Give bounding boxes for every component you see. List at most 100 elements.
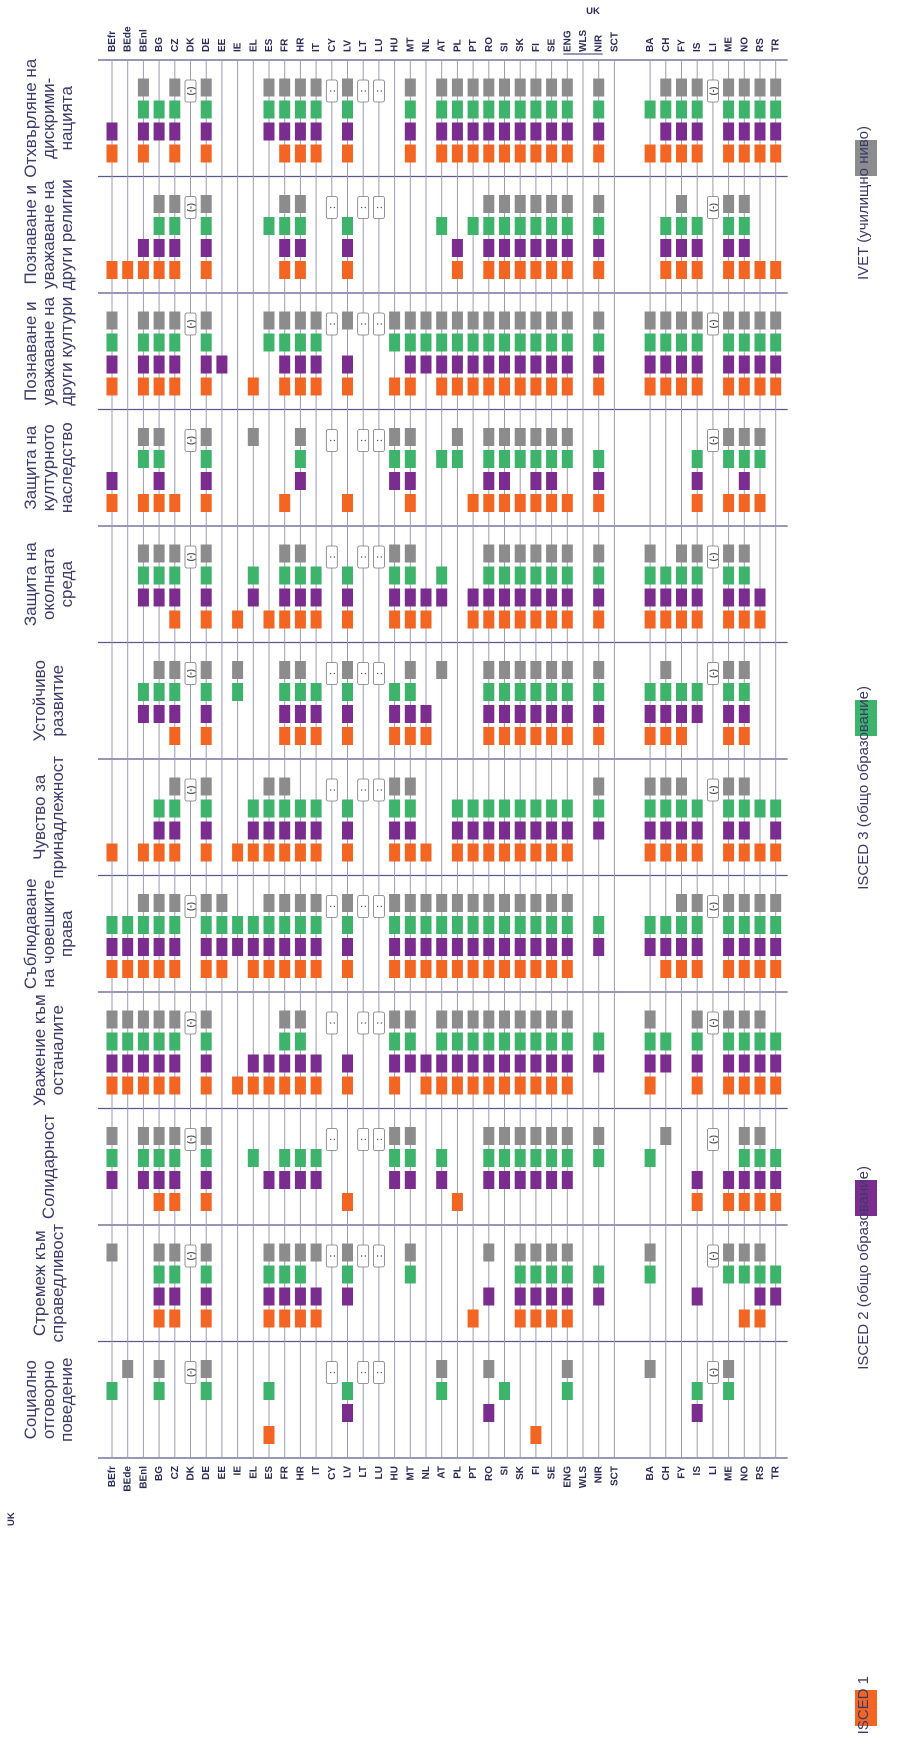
cell-mark-i2 bbox=[691, 355, 703, 374]
cell-mark-i2 bbox=[389, 1054, 401, 1073]
cell-mark-i1 bbox=[436, 144, 448, 163]
category-label-group: Солидарност bbox=[39, 1114, 58, 1219]
cell-mark-i2 bbox=[279, 705, 291, 723]
cell-mark-i3 bbox=[404, 799, 416, 818]
cell-mark-iv bbox=[738, 1243, 750, 1262]
cell-mark-i1 bbox=[263, 1426, 275, 1444]
cell-mark-i3 bbox=[644, 799, 656, 818]
cell-mark-i3 bbox=[561, 1032, 573, 1051]
special-mark-text-group: (-) bbox=[708, 669, 718, 678]
cell-mark-iv bbox=[310, 1243, 322, 1262]
cell-mark-i2 bbox=[342, 122, 353, 141]
cell-mark-iv bbox=[644, 1010, 656, 1029]
cell-mark-i3 bbox=[106, 1382, 118, 1400]
cell-mark-i3 bbox=[691, 450, 703, 468]
cell-mark-i3 bbox=[660, 916, 672, 934]
cell-mark-iv bbox=[153, 1243, 165, 1262]
cell-mark-i3 bbox=[404, 100, 416, 119]
country-label-top-group: IE bbox=[233, 42, 244, 52]
country-label-top-group: EE bbox=[217, 38, 228, 52]
cell-mark-i2 bbox=[561, 938, 573, 956]
cell-mark-i2 bbox=[561, 239, 573, 257]
cell-mark-i2 bbox=[644, 588, 656, 607]
cell-mark-i3 bbox=[169, 683, 181, 701]
cell-mark-i1 bbox=[738, 960, 750, 978]
special-mark-text: (-) bbox=[186, 436, 196, 445]
cell-mark-i3 bbox=[404, 1032, 416, 1051]
country-label-top: ES bbox=[264, 38, 275, 52]
cell-mark-i2 bbox=[404, 938, 416, 956]
cell-mark-iv bbox=[389, 1127, 401, 1145]
country-label-top-group: RS bbox=[755, 38, 766, 52]
special-mark bbox=[707, 312, 719, 336]
cell-mark-i3 bbox=[738, 566, 750, 585]
cell-mark-i2 bbox=[169, 122, 181, 141]
cell-mark-i1 bbox=[436, 377, 448, 396]
country-label-bottom-group: BEfr bbox=[107, 1466, 118, 1487]
special-mark-text: : bbox=[374, 1371, 384, 1374]
cell-mark-i2 bbox=[770, 821, 782, 840]
cell-mark-i3 bbox=[530, 916, 542, 934]
cell-mark-i2 bbox=[310, 938, 322, 956]
cell-mark-i1 bbox=[342, 494, 353, 512]
country-label-bottom: BEfr bbox=[107, 1466, 118, 1487]
special-mark-text-group: : bbox=[358, 90, 368, 93]
cell-mark-i3 bbox=[467, 799, 479, 818]
cell-mark-i2 bbox=[342, 355, 353, 374]
cell-mark-i3 bbox=[644, 916, 656, 934]
country-label-bottom: SCT bbox=[609, 1466, 620, 1486]
cell-mark-i2 bbox=[153, 705, 165, 723]
cell-mark-iv bbox=[451, 894, 463, 912]
cell-mark-i1 bbox=[723, 1076, 735, 1095]
special-mark-text: (-) bbox=[186, 1252, 196, 1261]
special-mark bbox=[707, 662, 719, 685]
cell-mark-i2 bbox=[436, 1054, 448, 1073]
cell-mark-iv bbox=[200, 428, 212, 446]
cell-mark-iv bbox=[279, 78, 291, 97]
category-label-group: Отхвърляне на дискрими-нацията bbox=[21, 58, 76, 178]
special-mark-text: (-) bbox=[708, 436, 718, 445]
cell-mark-i1 bbox=[389, 1076, 401, 1095]
cell-mark-i2 bbox=[514, 821, 526, 840]
cell-mark-i1 bbox=[754, 1309, 766, 1328]
cell-mark-i3 bbox=[676, 333, 687, 352]
cell-mark-i2 bbox=[389, 472, 401, 490]
cell-mark-i1 bbox=[546, 1076, 558, 1095]
cell-mark-iv bbox=[514, 78, 526, 97]
cell-mark-i3 bbox=[153, 100, 165, 119]
special-mark-text-group: : bbox=[358, 1371, 368, 1374]
cell-mark-iv bbox=[294, 661, 306, 679]
country-label-bottom: IT bbox=[311, 1466, 322, 1475]
cell-mark-i2 bbox=[483, 1404, 495, 1422]
cell-mark-iv bbox=[153, 894, 165, 912]
category-label: на човешките bbox=[39, 880, 58, 988]
special-mark-text: : bbox=[327, 1138, 337, 1141]
country-label-bottom-group: LU bbox=[374, 1466, 385, 1479]
country-label-top: SI bbox=[500, 42, 511, 52]
cell-mark-i1 bbox=[593, 494, 605, 512]
special-mark-text: : bbox=[358, 1255, 368, 1258]
cell-mark-i3 bbox=[263, 1265, 275, 1284]
cell-mark-i2 bbox=[137, 938, 149, 956]
cell-mark-i1 bbox=[294, 377, 306, 396]
cell-mark-i1 bbox=[153, 1309, 165, 1328]
country-label-bottom-group: EE bbox=[217, 1466, 228, 1480]
special-mark bbox=[357, 778, 370, 802]
cell-mark-i1 bbox=[200, 960, 212, 978]
cell-mark-i2 bbox=[530, 239, 542, 257]
cell-mark-iv bbox=[451, 1010, 463, 1029]
cell-mark-i1 bbox=[342, 610, 353, 629]
cell-mark-i2 bbox=[342, 1054, 353, 1073]
cell-mark-i1 bbox=[232, 610, 244, 629]
cell-mark-i3 bbox=[723, 566, 735, 585]
cell-mark-i2 bbox=[660, 355, 672, 374]
special-mark bbox=[357, 662, 370, 685]
cell-mark-iv bbox=[530, 195, 542, 213]
cell-mark-i1 bbox=[770, 144, 782, 163]
special-mark bbox=[372, 196, 385, 219]
cell-mark-i3 bbox=[723, 450, 735, 468]
cell-mark-i1 bbox=[546, 1309, 558, 1328]
country-label-top-group: LU bbox=[374, 39, 385, 52]
cell-mark-i3 bbox=[310, 1149, 322, 1167]
country-label-bottom: SK bbox=[515, 1465, 526, 1480]
